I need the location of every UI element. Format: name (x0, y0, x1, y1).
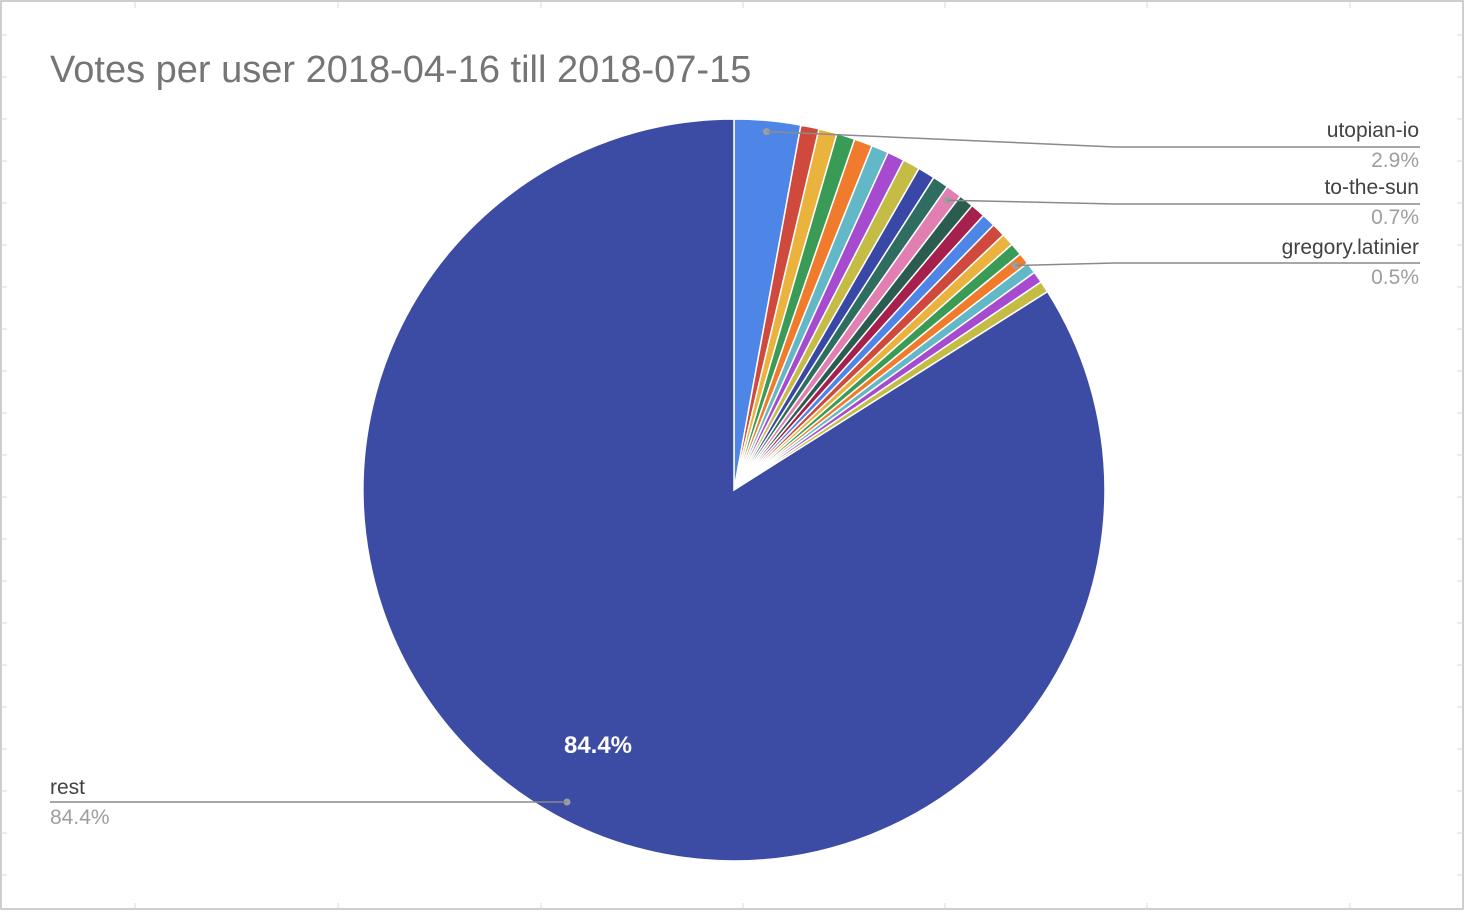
callout-percent-gregory-latinier: 0.5% (1371, 266, 1419, 289)
callout-label-utopian-io: utopian-io (1327, 119, 1419, 142)
pie-slices (362, 118, 1106, 862)
callout-label-to-the-sun: to-the-sun (1324, 176, 1419, 199)
callout-percent-rest: 84.4% (50, 806, 110, 829)
callout-percent-utopian-io: 2.9% (1371, 149, 1419, 172)
callout-percent-to-the-sun: 0.7% (1371, 206, 1419, 229)
callout-line-utopian-io (766, 130, 1420, 148)
pie-callouts: utopian-io 2.9% to-the-sun 0.7% gregory.lati… (50, 119, 1420, 829)
callout-line-to-the-sun (947, 199, 1420, 205)
pie-slice-rest[interactable] (362, 118, 1106, 862)
inner-percentage-label: 84.4% (564, 732, 632, 759)
callout-line-gregory-latinier (1015, 262, 1420, 267)
callout-label-gregory-latinier: gregory.latinier (1282, 236, 1419, 259)
chart-title: Votes per user 2018-04-16 till 2018-07-1… (50, 49, 751, 91)
callout-label-rest: rest (50, 776, 85, 799)
